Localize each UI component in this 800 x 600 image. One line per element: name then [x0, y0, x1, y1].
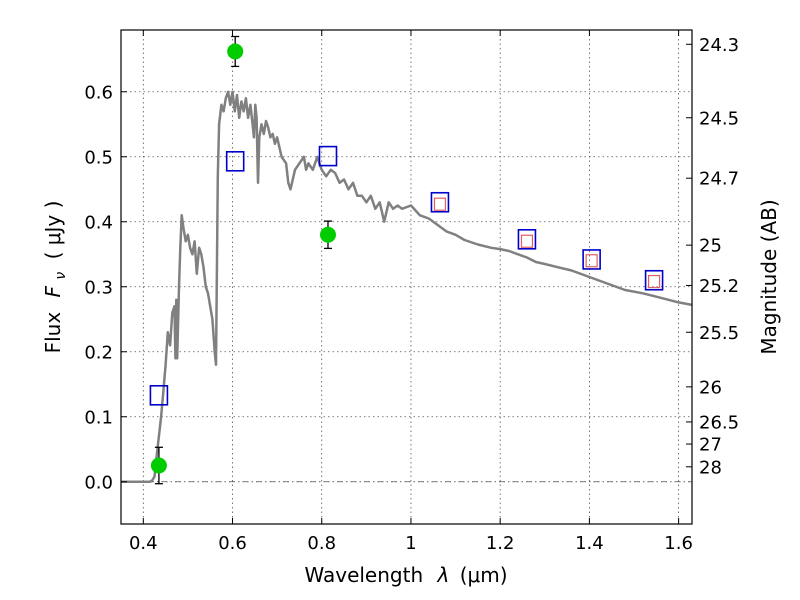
- x-tick-label: 0.4: [129, 533, 158, 554]
- y2-tick-label: 25.5: [699, 323, 739, 344]
- y2-tick-label: 25: [699, 236, 722, 257]
- model-flux-square: [318, 145, 338, 167]
- model-flux-square: [149, 384, 169, 406]
- y-axis-label: Flux F ν ( μJy ): [41, 201, 70, 354]
- observed-flux-point: [227, 43, 244, 60]
- model-flux-square: [430, 191, 450, 213]
- plot-frame: [120, 29, 693, 525]
- y-tick-label: 0.1: [84, 407, 113, 428]
- y2-tick-label: 24.3: [699, 35, 739, 56]
- y2-tick-label: 26: [699, 377, 722, 398]
- y-tick-label: 0.0: [84, 472, 113, 493]
- y-tick-label: 0.3: [84, 277, 113, 298]
- x-tick-label: 1.4: [575, 533, 604, 554]
- y-tick-label: 0.6: [84, 82, 113, 103]
- model-flux-square: [517, 229, 537, 250]
- y-axis-label-unit: ( μJy ): [41, 201, 65, 260]
- x-axis-label-symbol: λ: [437, 563, 450, 587]
- x-tick-label: 1: [405, 533, 416, 554]
- x-axis-label-prefix: Wavelength: [304, 563, 423, 587]
- y2-tick-label: 28: [699, 457, 722, 478]
- model-flux-square-inner: [433, 197, 447, 211]
- observed-flux-point: [150, 457, 167, 474]
- y-tick-label: 0.4: [84, 212, 113, 233]
- x-tick-label: 0.6: [218, 533, 247, 554]
- x-tick-label: 1.6: [664, 533, 693, 554]
- model-flux-square: [582, 249, 601, 270]
- y2-tick-label: 24.7: [699, 169, 739, 190]
- y-tick-label: 0.2: [84, 342, 113, 363]
- y2-tick-label: 26.5: [699, 412, 739, 433]
- model-flux-square: [644, 269, 664, 291]
- grid-lines: [121, 30, 692, 524]
- y2-tick-label: 24.5: [699, 108, 739, 129]
- y-axis-label-symbol: F: [41, 285, 65, 297]
- y2-tick-label: 27: [699, 435, 722, 456]
- x-axis-ticks: 0.4 0.6 0.8 1 1.2 1.4 1.6: [129, 30, 693, 554]
- y-axis-ticks: 0.0 0.1 0.2 0.3 0.4 0.5 0.6: [84, 82, 127, 493]
- sed-model-line: [121, 90, 693, 484]
- y-axis-label-prefix: Flux: [41, 312, 65, 354]
- x-axis-label: Wavelength λ (μm): [304, 563, 507, 587]
- model-flux-square-inner: [520, 234, 534, 248]
- y2-axis-label: Magnitude (AB): [757, 199, 781, 354]
- y-tick-label: 0.5: [84, 147, 113, 168]
- model-flux-square: [225, 151, 245, 172]
- y-axis-label-subscript: ν: [53, 272, 69, 280]
- x-axis-label-unit: (μm): [460, 563, 508, 587]
- x-tick-label: 0.8: [307, 533, 336, 554]
- plot-area: [121, 35, 693, 485]
- y2-tick-label: 25.2: [699, 276, 739, 297]
- model-flux-square-inner: [585, 254, 598, 268]
- observed-flux-point: [319, 226, 336, 243]
- x-tick-label: 1.2: [486, 533, 515, 554]
- model-flux-square-inner: [647, 274, 661, 289]
